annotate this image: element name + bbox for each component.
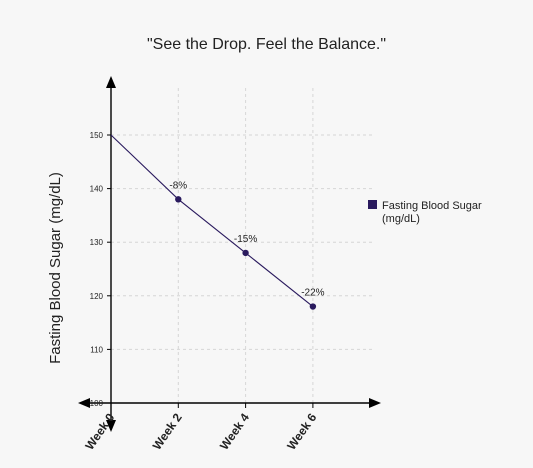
legend: Fasting Blood Sugar (mg/dL)	[368, 200, 482, 225]
x-tick-label: Week 4	[217, 410, 252, 452]
y-tick-label: 130	[90, 238, 104, 247]
data-point	[242, 249, 249, 257]
legend-label-line1: Fasting Blood Sugar	[382, 200, 482, 212]
y-axis-arrow-up	[106, 76, 116, 88]
grid-lines	[111, 88, 375, 403]
y-axis-arrow-down	[106, 420, 116, 432]
x-axis-ticks: Week 0 Week 2 Week 4 Week 6	[82, 403, 320, 452]
legend-swatch	[368, 200, 377, 209]
series-line	[110, 134, 314, 307]
chart-title: "See the Drop. Feel the Balance."	[146, 36, 387, 53]
y-tick-label: 110	[90, 345, 103, 354]
data-point	[309, 303, 317, 310]
x-tick-label: Week 2	[150, 410, 185, 452]
y-tick-label: 150	[90, 131, 104, 140]
x-axis-arrow-right	[369, 398, 381, 408]
y-axis-ticks: 100 110 120 130 140 150	[90, 131, 111, 408]
legend-label-line2: (mg/dL)	[382, 213, 420, 225]
x-axis-arrow-left	[78, 398, 90, 408]
y-tick-label: 100	[90, 399, 104, 408]
y-tick-label: 120	[90, 292, 104, 301]
axes	[78, 76, 381, 432]
x-tick-label: Week 6	[284, 410, 319, 452]
data-series: -8% -15% -22%	[110, 134, 325, 310]
y-axis-label: Fasting Blood Sugar (mg/dL)	[47, 172, 64, 364]
data-label: -15%	[234, 234, 257, 245]
data-label: -8%	[169, 180, 187, 191]
y-tick-label: 140	[90, 185, 104, 194]
x-tick-label: Week 0	[82, 410, 117, 452]
data-label: -22%	[301, 288, 324, 299]
data-point	[175, 196, 182, 203]
